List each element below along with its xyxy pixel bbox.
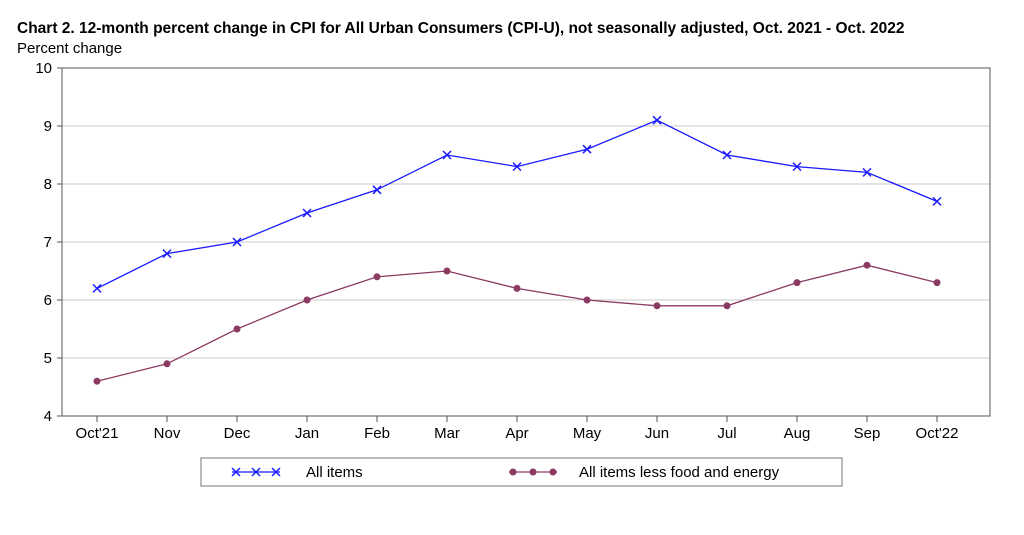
x-tick-label: Oct'21 — [76, 425, 119, 442]
data-point — [443, 267, 451, 275]
axes: 4 5 6 7 8 9 10 Oct'21 Nov Dec Jan Feb Mar Apr May Jun Ju… — [35, 60, 958, 442]
data-point — [302, 208, 312, 218]
x-tick-label: Jul — [717, 425, 736, 442]
x-tick-label: Aug — [784, 425, 811, 442]
y-tick-label: 10 — [35, 60, 52, 77]
y-tick-label: 4 — [44, 408, 52, 425]
series-line-1 — [96, 264, 938, 382]
data-point — [932, 196, 942, 206]
data-point — [723, 302, 731, 310]
data-point — [863, 261, 871, 269]
data-point — [512, 162, 522, 172]
legend-marker — [271, 467, 281, 477]
y-tick-label: 9 — [44, 118, 52, 135]
data-point — [513, 284, 521, 292]
series — [92, 115, 942, 385]
x-tick-label: May — [573, 425, 602, 442]
x-tick-label: Apr — [505, 425, 528, 442]
y-axis-title: Percent change — [17, 40, 123, 57]
y-tick-label: 7 — [44, 234, 52, 251]
data-point — [442, 150, 452, 160]
data-point — [162, 249, 172, 259]
data-point — [933, 279, 941, 287]
data-point — [792, 162, 802, 172]
data-point — [652, 115, 662, 125]
series-line-0 — [96, 119, 938, 289]
legend-label: All items — [306, 464, 363, 481]
x-tick-label: Nov — [154, 425, 181, 442]
data-point — [722, 150, 732, 160]
data-point — [793, 279, 801, 287]
data-point — [583, 296, 591, 304]
legend-marker — [251, 467, 261, 477]
legend-marker — [231, 467, 241, 477]
legend-marker — [529, 468, 537, 476]
y-tick-label: 6 — [44, 292, 52, 309]
legend-box — [200, 457, 843, 487]
data-point — [862, 167, 872, 177]
gridlines — [62, 125, 990, 359]
data-point — [93, 377, 101, 385]
data-point — [582, 144, 592, 154]
data-point — [233, 325, 241, 333]
y-tick-label: 8 — [44, 176, 52, 193]
y-tick-label: 5 — [44, 350, 52, 367]
chart-title: Chart 2. 12-month percent change in CPI … — [17, 20, 905, 37]
data-point — [163, 360, 171, 368]
data-point — [303, 296, 311, 304]
x-tick-label: Oct'22 — [916, 425, 959, 442]
x-tick-label: Mar — [434, 425, 460, 442]
legend-marker — [549, 468, 557, 476]
legend-marker — [509, 468, 517, 476]
x-tick-label: Dec — [224, 425, 251, 442]
legend: All items All items less food and energy — [200, 457, 843, 487]
data-point — [232, 237, 242, 247]
legend-label: All items less food and energy — [579, 464, 780, 481]
data-point — [373, 273, 381, 281]
x-tick-label: Sep — [854, 425, 881, 442]
data-point — [653, 302, 661, 310]
x-tick-label: Jun — [645, 425, 669, 442]
data-point — [92, 283, 102, 293]
x-tick-label: Jan — [295, 425, 319, 442]
data-point — [372, 185, 382, 195]
x-tick-label: Feb — [364, 425, 390, 442]
